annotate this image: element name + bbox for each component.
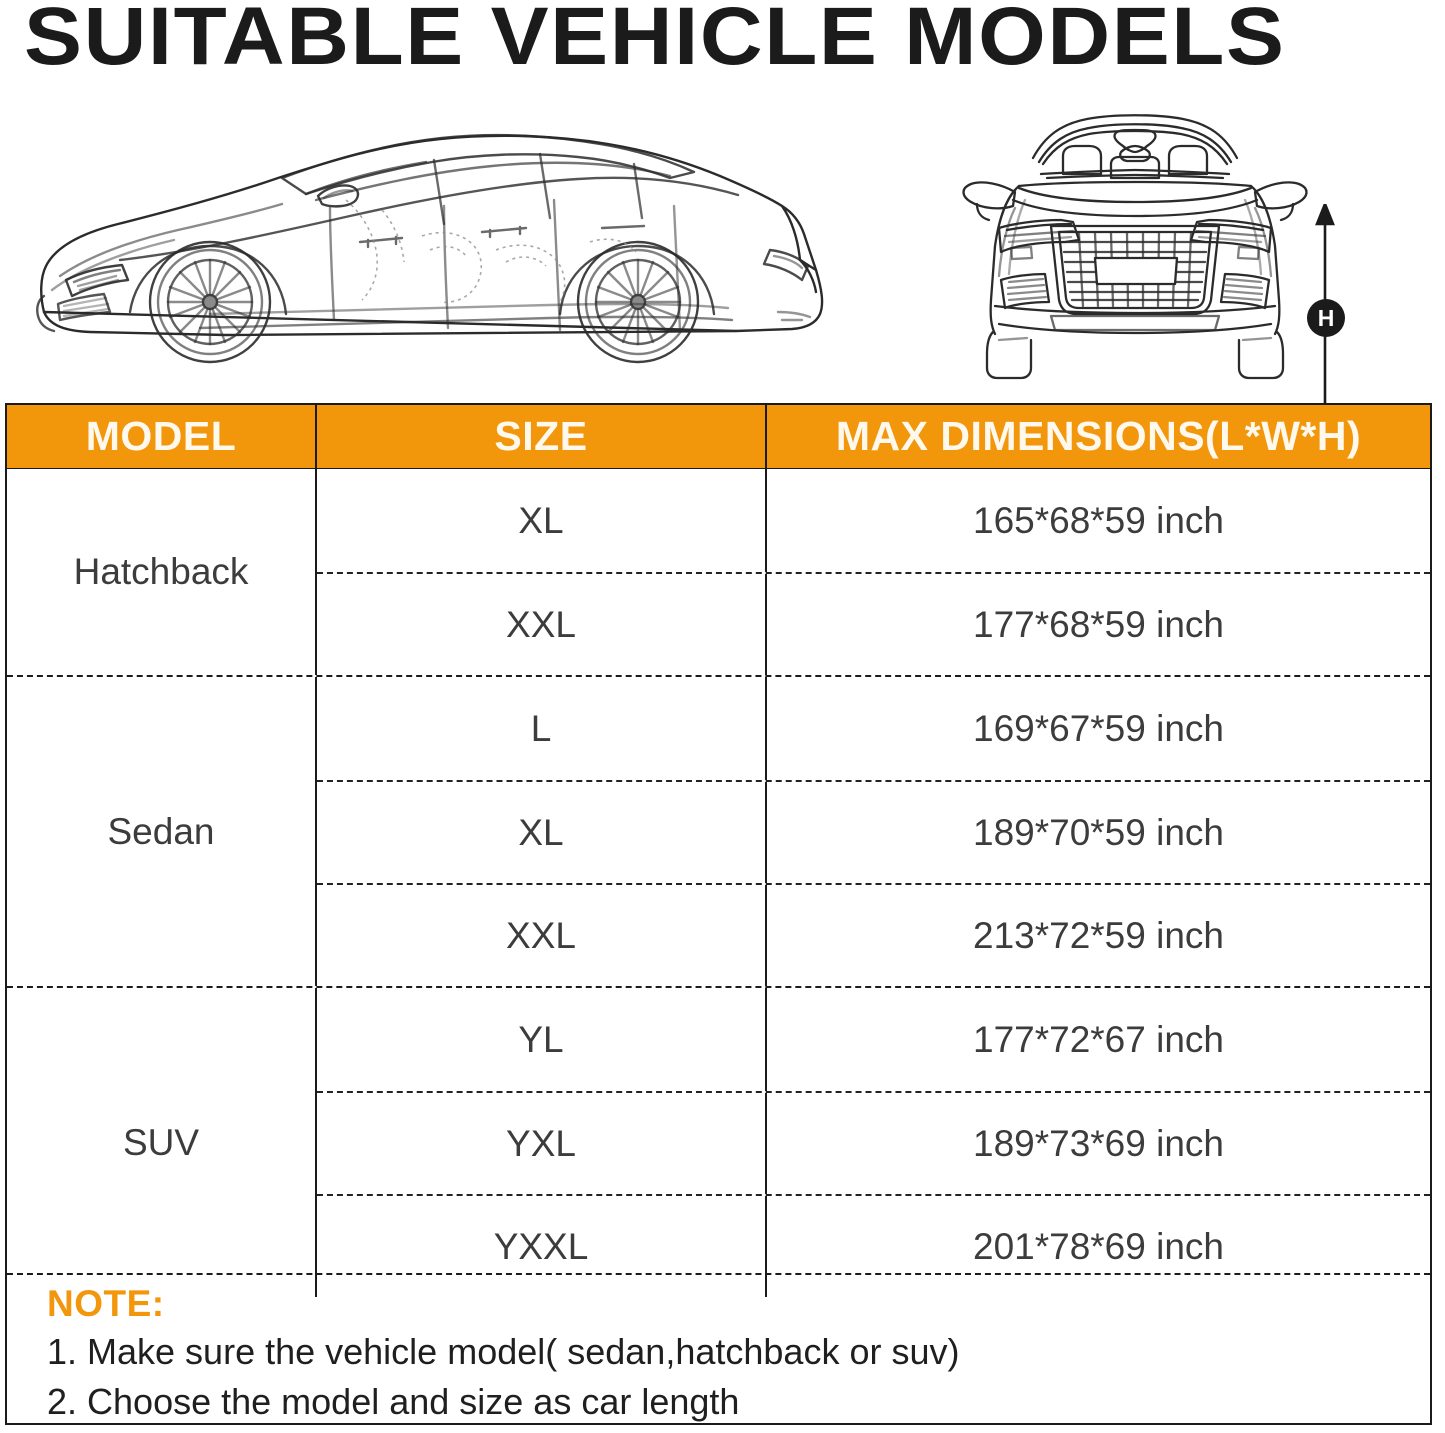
dimensions-cell: 177*68*59 inch	[973, 603, 1224, 645]
table-group-suv: SUV YL 177*72*67 inch YXL 189*73*69 inch…	[7, 986, 1430, 1297]
vehicle-size-table: MODEL SIZE MAX DIMENSIONS(L*W*H) Hatchba…	[5, 403, 1432, 1425]
dimensions-cell: 189*73*69 inch	[973, 1122, 1224, 1164]
size-cell: L	[317, 677, 767, 780]
table-row: XL 165*68*59 inch	[317, 469, 1430, 572]
table-header-row: MODEL SIZE MAX DIMENSIONS(L*W*H)	[7, 405, 1430, 469]
note-section: NOTE: 1. Make sure the vehicle model( se…	[7, 1273, 1430, 1423]
table-row: XXL 177*68*59 inch	[317, 572, 1430, 675]
size-cell: XL	[317, 782, 767, 883]
height-label-badge: H	[1307, 299, 1345, 337]
column-header-model: MODEL	[7, 405, 317, 468]
dimensions-cell: 189*70*59 inch	[973, 811, 1224, 853]
note-line-1: 1. Make sure the vehicle model( sedan,ha…	[47, 1331, 960, 1372]
size-cell: YXL	[317, 1093, 767, 1194]
size-cell: XXL	[317, 885, 767, 986]
dimensions-cell: 165*68*59 inch	[973, 499, 1224, 541]
note-title: NOTE:	[47, 1283, 165, 1324]
column-header-size: SIZE	[317, 405, 767, 468]
table-row: YL 177*72*67 inch	[317, 988, 1430, 1091]
table-row: XL 189*70*59 inch	[317, 780, 1430, 883]
table-body: Hatchback XL 165*68*59 inch XXL 177*68*5…	[7, 469, 1430, 1297]
dimensions-cell: 201*78*69 inch	[973, 1225, 1224, 1267]
table-row: L 169*67*59 inch	[317, 677, 1430, 780]
table-group-hatchback: Hatchback XL 165*68*59 inch XXL 177*68*5…	[7, 469, 1430, 675]
dimensions-cell: 177*72*67 inch	[973, 1018, 1224, 1060]
table-row: XXL 213*72*59 inch	[317, 883, 1430, 986]
model-cell: SUV	[7, 988, 317, 1297]
note-line-2: 2. Choose the model and size as car leng…	[47, 1381, 740, 1422]
page-title: SUITABLE VEHICLE MODELS	[24, 0, 1286, 82]
model-cell: Sedan	[7, 677, 317, 986]
dimensions-cell: 213*72*59 inch	[973, 914, 1224, 956]
vehicle-illustration-band: L W H	[0, 92, 1445, 483]
sedan-side-view-icon	[36, 133, 824, 364]
sedan-front-view-icon	[962, 114, 1308, 380]
table-group-sedan: Sedan L 169*67*59 inch XL 189*70*59 inch…	[7, 675, 1430, 986]
size-cell: XXL	[317, 574, 767, 675]
table-row: YXXL 201*78*69 inch	[317, 1194, 1430, 1297]
model-cell: Hatchback	[7, 469, 317, 675]
size-cell: XL	[317, 469, 767, 572]
size-cell: YXXL	[317, 1196, 767, 1297]
dimensions-cell: 169*67*59 inch	[973, 707, 1224, 749]
column-header-dimensions: MAX DIMENSIONS(L*W*H)	[835, 413, 1362, 459]
size-cell: YL	[317, 988, 767, 1091]
table-row: YXL 189*73*69 inch	[317, 1091, 1430, 1194]
